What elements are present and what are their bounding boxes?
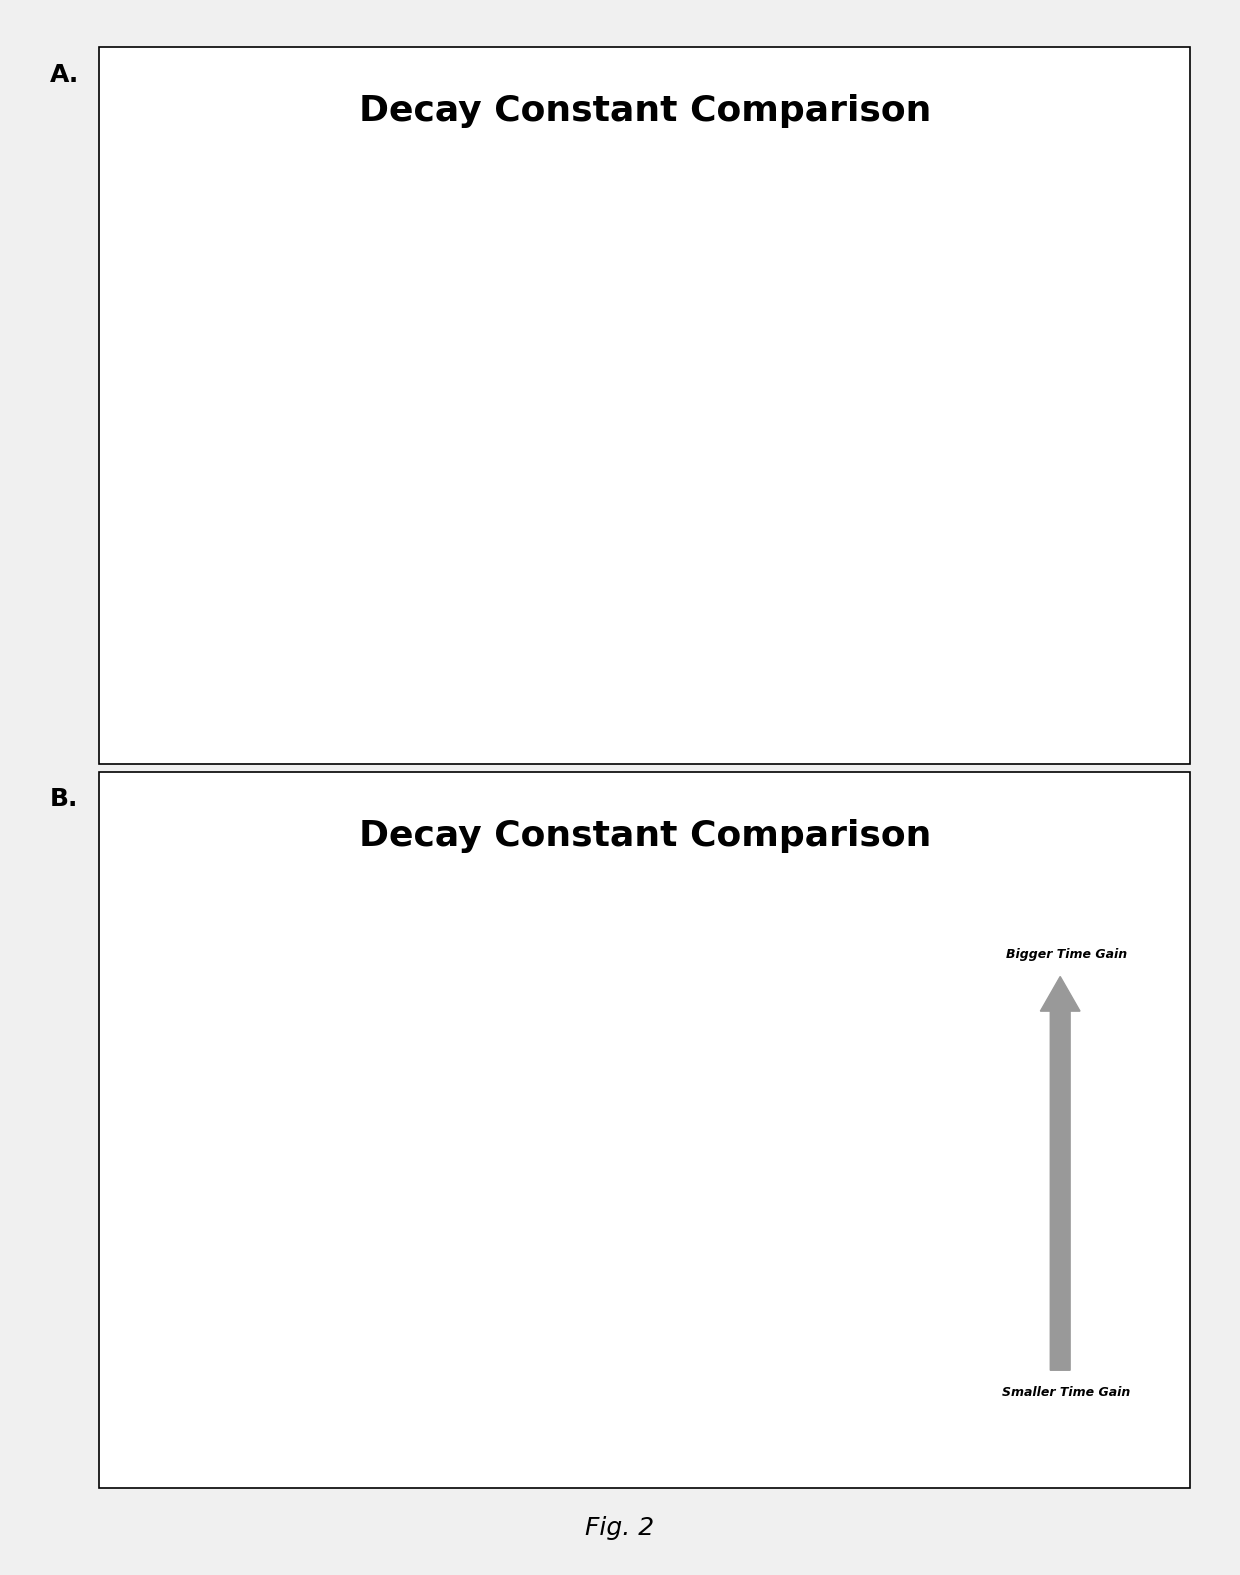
- Text: B.: B.: [50, 788, 78, 811]
- Bar: [383, 1166, 448, 1410]
- Legend: τ 10%, τ 30%: τ 10%, τ 30%: [895, 132, 985, 183]
- Bar: [608, 468, 660, 685]
- Text: Decay Constant Comparison: Decay Constant Comparison: [358, 819, 931, 854]
- Bar: [644, 961, 708, 1410]
- Text: A.: A.: [50, 63, 79, 87]
- Text: Decay Constant Comparison: Decay Constant Comparison: [358, 94, 931, 129]
- Bar: [513, 1299, 578, 1410]
- Bar: [905, 428, 957, 685]
- Bar: [258, 517, 310, 685]
- Bar: [459, 613, 511, 685]
- Bar: [407, 444, 459, 685]
- Bar: [704, 194, 756, 685]
- Bar: [310, 573, 362, 685]
- Text: Bigger Time Gain: Bigger Time Gain: [1006, 948, 1127, 961]
- Bar: [774, 1331, 838, 1410]
- Text: Smaller Time Gain: Smaller Time Gain: [1002, 1386, 1131, 1399]
- Bar: [853, 378, 905, 685]
- Bar: [556, 394, 608, 685]
- Y-axis label: Decay Constant (hr): Decay Constant (hr): [184, 329, 200, 482]
- Text: Fig. 2: Fig. 2: [585, 1517, 655, 1540]
- Bar: [253, 1331, 317, 1410]
- Bar: [756, 506, 808, 685]
- Y-axis label: Tau 10% - Tau30% (hr): Tau 10% - Tau30% (hr): [171, 1087, 186, 1260]
